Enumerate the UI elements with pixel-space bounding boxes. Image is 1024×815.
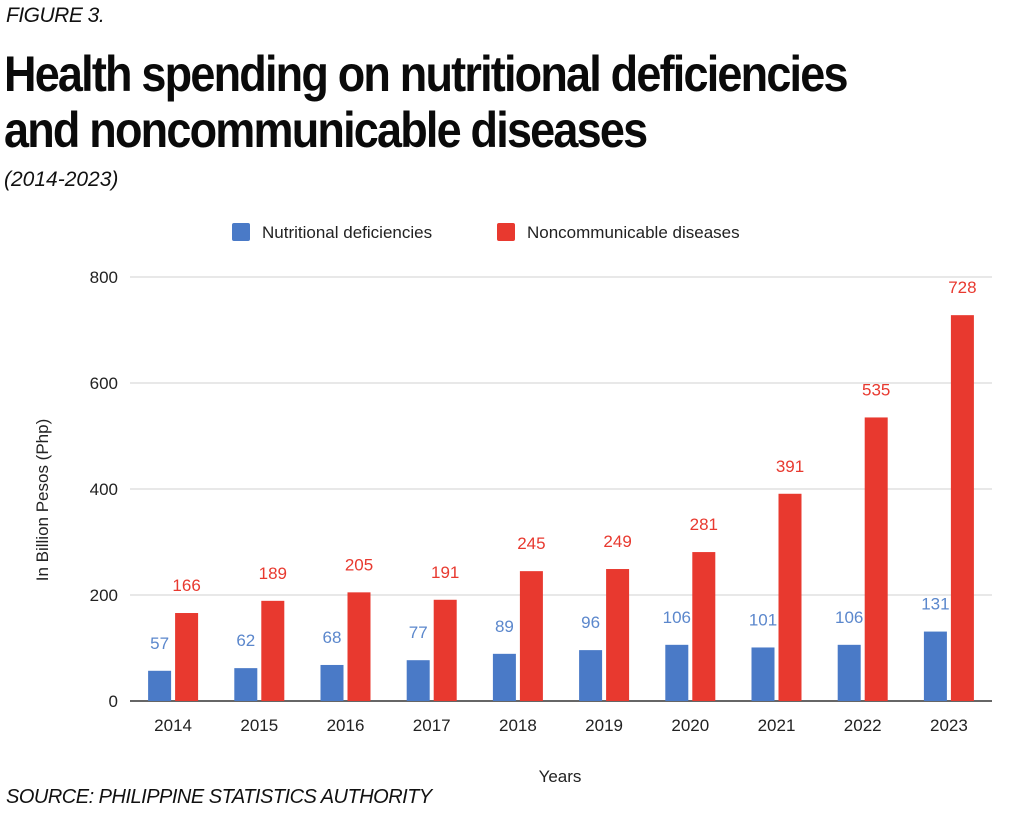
bar-noncommunicable-2019: [606, 569, 630, 701]
x-tick-label: 2015: [240, 716, 278, 735]
label-noncommunicable-2015: 189: [259, 564, 287, 583]
label-nutritional-2015: 62: [236, 631, 255, 650]
y-tick-label: 600: [90, 374, 118, 393]
bar-nutritional-2015: [234, 668, 258, 701]
chart-title: Health spending on nutritional deficienc…: [4, 46, 918, 158]
label-noncommunicable-2021: 391: [776, 457, 804, 476]
label-nutritional-2014: 57: [150, 634, 169, 653]
bar-noncommunicable-2021: [778, 493, 802, 701]
chart-subtitle: (2014-2023): [4, 168, 119, 191]
label-nutritional-2016: 68: [323, 628, 342, 647]
x-tick-label: 2022: [844, 716, 882, 735]
bar-noncommunicable-2016: [347, 592, 371, 701]
bar-nutritional-2020: [665, 644, 689, 701]
label-noncommunicable-2019: 249: [603, 532, 631, 551]
bar-nutritional-2017: [406, 660, 430, 701]
data-labels: 57 166 62 189 68 205 77 191 89 245 96 249 106 281 101 3…: [150, 278, 976, 653]
gridlines: [130, 276, 992, 702]
label-noncommunicable-2016: 205: [345, 555, 373, 574]
label-noncommunicable-2018: 245: [517, 534, 545, 553]
y-tick-label: 400: [90, 480, 118, 499]
y-axis-title: In Billion Pesos (Php): [33, 419, 52, 582]
label-noncommunicable-2022: 535: [862, 380, 890, 399]
label-noncommunicable-2023: 728: [948, 278, 976, 297]
bar-nutritional-2022: [837, 644, 861, 701]
bar-noncommunicable-2020: [692, 552, 716, 701]
label-nutritional-2022: 106: [835, 608, 863, 627]
legend-label: Noncommunicable diseases: [527, 223, 740, 242]
bars: [148, 315, 974, 701]
chart-title-line-1: Health spending on nutritional deficienc…: [4, 46, 849, 102]
x-tick-label: 2021: [758, 716, 796, 735]
label-nutritional-2021: 101: [749, 610, 777, 629]
bar-noncommunicable-2014: [175, 613, 199, 701]
y-axis-ticks: 0 200 400 600 800: [90, 268, 118, 711]
x-tick-label: 2014: [154, 716, 192, 735]
bar-noncommunicable-2023: [950, 315, 974, 701]
x-tick-label: 2020: [671, 716, 709, 735]
figure-label: FIGURE 3.: [6, 4, 105, 27]
y-tick-label: 200: [90, 586, 118, 605]
label-nutritional-2018: 89: [495, 617, 514, 636]
label-nutritional-2020: 106: [663, 608, 691, 627]
bar-nutritional-2018: [492, 653, 516, 701]
bar-nutritional-2016: [320, 664, 344, 701]
bar-nutritional-2023: [923, 631, 947, 701]
label-nutritional-2019: 96: [581, 613, 600, 632]
y-tick-label: 800: [90, 268, 118, 287]
x-tick-label: 2023: [930, 716, 968, 735]
label-nutritional-2017: 77: [409, 623, 428, 642]
x-tick-label: 2019: [585, 716, 623, 735]
legend-swatch: [497, 223, 515, 241]
bar-nutritional-2021: [751, 647, 775, 701]
legend: Nutritional deficiencies Noncommunicable …: [232, 223, 740, 242]
legend-label: Nutritional deficiencies: [262, 223, 432, 242]
label-noncommunicable-2017: 191: [431, 563, 459, 582]
x-axis-ticks: 2014 2015 2016 2017 2018 2019 2020 2021 2022 2023: [154, 716, 968, 735]
bar-nutritional-2019: [579, 650, 603, 701]
x-tick-label: 2017: [413, 716, 451, 735]
bar-noncommunicable-2022: [864, 417, 888, 701]
legend-swatch: [232, 223, 250, 241]
label-noncommunicable-2020: 281: [690, 515, 718, 534]
x-tick-label: 2016: [327, 716, 365, 735]
bar-noncommunicable-2017: [433, 599, 457, 701]
label-noncommunicable-2014: 166: [172, 576, 200, 595]
y-tick-label: 0: [109, 692, 118, 711]
bar-noncommunicable-2018: [519, 571, 543, 701]
label-nutritional-2023: 131: [921, 595, 949, 614]
bar-noncommunicable-2015: [261, 600, 285, 701]
chart-title-line-2: and noncommunicable diseases: [4, 102, 648, 158]
x-tick-label: 2018: [499, 716, 537, 735]
bar-nutritional-2014: [148, 670, 172, 701]
source-note: SOURCE: PHILIPPINE STATISTICS AUTHORITY: [6, 786, 432, 808]
x-axis-title: Years: [539, 767, 582, 786]
